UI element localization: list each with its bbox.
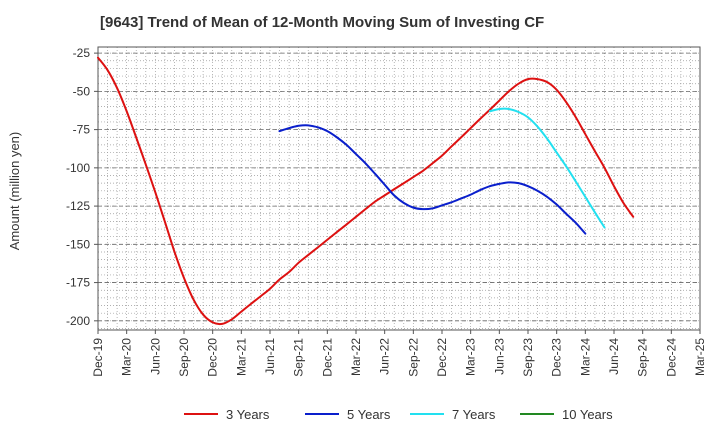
x-tick-label: Sep-20 bbox=[177, 338, 191, 377]
plot-area bbox=[97, 46, 701, 331]
x-tick-label: Sep-23 bbox=[521, 338, 535, 377]
x-tick-label: Sep-21 bbox=[292, 338, 306, 377]
x-tick-label: Dec-20 bbox=[206, 338, 220, 377]
y-axis-label: Amount (million yen) bbox=[7, 132, 22, 251]
legend-label-10-years: 10 Years bbox=[562, 407, 613, 422]
x-tick-label: Dec-24 bbox=[664, 338, 678, 377]
y-tick-label: -25 bbox=[73, 46, 91, 60]
grid bbox=[98, 47, 700, 330]
y-tick-label: -50 bbox=[73, 84, 91, 98]
x-tick-label: Jun-23 bbox=[492, 338, 506, 375]
series-line-5-years bbox=[278, 124, 587, 235]
legend: 3 Years 5 Years 7 Years 10 Years bbox=[184, 407, 613, 422]
x-tick-label: Dec-19 bbox=[91, 338, 105, 377]
legend-label-5-years: 5 Years bbox=[347, 407, 391, 422]
x-tick-label: Jun-22 bbox=[378, 338, 392, 375]
series-lines bbox=[97, 56, 635, 326]
y-tick-label: -200 bbox=[66, 314, 90, 328]
y-axis-ticks: -25 -50 -75 -100 -125 -150 -175 -200 bbox=[66, 46, 98, 328]
x-tick-label: Jun-20 bbox=[148, 338, 162, 375]
legend-label-3-years: 3 Years bbox=[226, 407, 270, 422]
x-tick-label: Dec-21 bbox=[320, 338, 334, 377]
x-tick-label: Sep-24 bbox=[636, 338, 650, 377]
x-tick-label: Mar-24 bbox=[578, 338, 592, 376]
series-line-3-years bbox=[97, 56, 635, 326]
x-axis-ticks: Dec-19 Mar-20 Jun-20 Sep-20 Dec-20 Mar-21 Jun-… bbox=[91, 330, 707, 377]
y-tick-label: -75 bbox=[73, 123, 91, 137]
y-tick-label: -175 bbox=[66, 276, 90, 290]
x-tick-label: Mar-22 bbox=[349, 338, 363, 376]
x-tick-label: Sep-22 bbox=[406, 338, 420, 377]
x-tick-label: Mar-20 bbox=[120, 338, 134, 376]
series-line-7-years bbox=[488, 107, 606, 229]
y-tick-label: -125 bbox=[66, 199, 90, 213]
x-tick-label: Mar-25 bbox=[693, 338, 707, 376]
x-tick-label: Dec-22 bbox=[435, 338, 449, 377]
x-tick-label: Mar-23 bbox=[464, 338, 478, 376]
chart-title: [9643] Trend of Mean of 12-Month Moving … bbox=[100, 14, 544, 31]
x-tick-label: Mar-21 bbox=[234, 338, 248, 376]
y-tick-label: -100 bbox=[66, 161, 90, 175]
legend-label-7-years: 7 Years bbox=[452, 407, 496, 422]
x-tick-label: Dec-23 bbox=[550, 338, 564, 377]
x-tick-label: Jun-21 bbox=[263, 338, 277, 375]
y-tick-label: -150 bbox=[66, 237, 90, 251]
x-tick-label: Jun-24 bbox=[607, 338, 621, 375]
